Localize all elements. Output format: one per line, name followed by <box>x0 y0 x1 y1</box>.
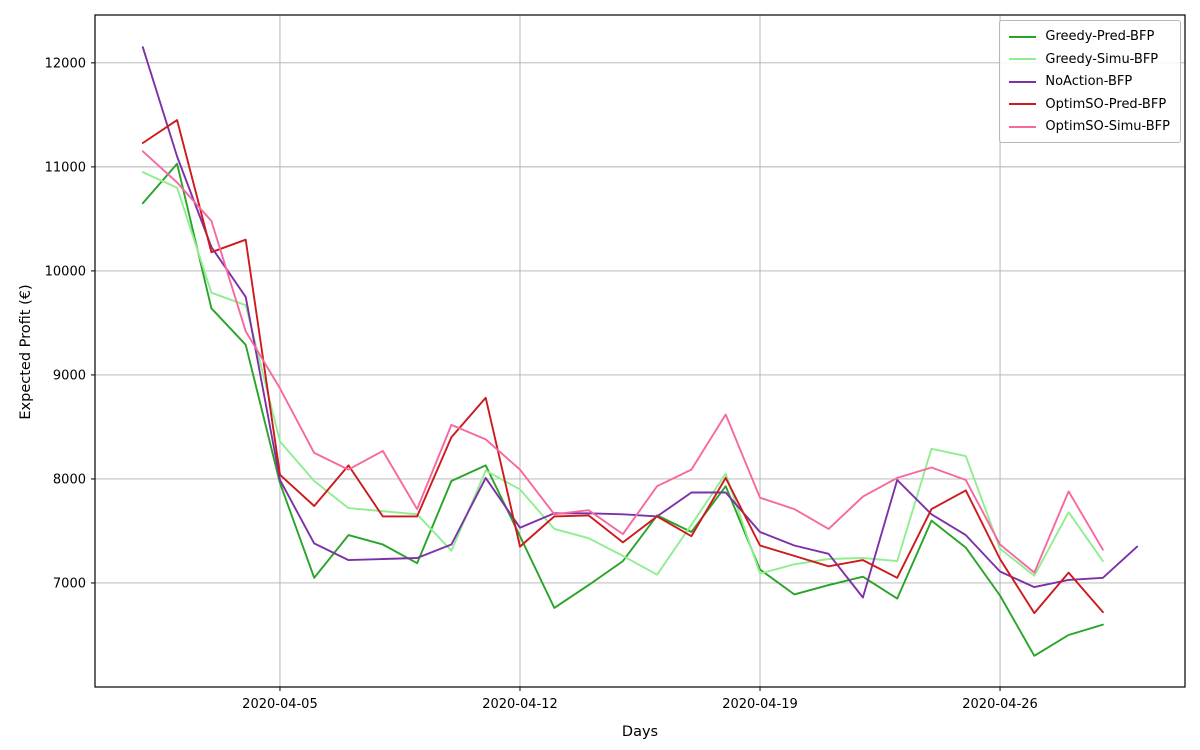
series-line-noaction-bfp <box>141 46 1139 599</box>
y-tick-label: 12000 <box>45 56 86 71</box>
x-tick-label: 2020-04-26 <box>962 697 1038 712</box>
y-tick-label: 9000 <box>53 368 86 383</box>
series-line-greedy-simu-bfp <box>141 171 1104 577</box>
x-tick-label: 2020-04-05 <box>242 697 318 712</box>
plot-border <box>94 14 1186 688</box>
legend: Greedy-Pred-BFP Greedy-Simu-BFP NoAction-B… <box>999 20 1181 143</box>
x-axis-label: Days <box>621 724 659 740</box>
y-axis-label: Expected Profit (€) <box>18 284 34 420</box>
y-tick-label: 8000 <box>53 472 86 487</box>
legend-item-label: Greedy-Simu-BFP <box>1045 51 1159 67</box>
legend-item-noaction-bfp: NoAction-BFP <box>1009 73 1170 90</box>
y-tick-label: 7000 <box>53 576 86 591</box>
legend-item-label: OptimSO-Pred-BFP <box>1045 96 1167 112</box>
series-line-greedy-pred-bfp <box>141 162 1104 657</box>
legend-line-swatch <box>1009 103 1037 105</box>
y-tick-label: 10000 <box>45 264 86 279</box>
legend-line-swatch <box>1009 35 1037 38</box>
legend-item-label: OptimSO-Simu-BFP <box>1045 119 1170 134</box>
series-line-optimso-simu-bfp <box>141 150 1104 574</box>
legend-line-swatch <box>1009 125 1037 128</box>
legend-line-swatch <box>1009 80 1037 83</box>
x-tick-label: 2020-04-12 <box>482 697 558 712</box>
y-tick-label: 11000 <box>45 160 86 175</box>
legend-line-swatch <box>1009 58 1037 60</box>
x-tick-label: 2020-04-19 <box>722 697 798 712</box>
legend-item-optimso-pred-bfp: OptimSO-Pred-BFP <box>1009 96 1170 113</box>
legend-item-optimso-simu-bfp: OptimSO-Simu-BFP <box>1009 118 1170 135</box>
legend-item-label: NoAction-BFP <box>1045 74 1133 89</box>
series-line-optimso-pred-bfp <box>141 119 1104 615</box>
legend-item-label: Greedy-Pred-BFP <box>1045 29 1155 44</box>
legend-item-greedy-pred-bfp: Greedy-Pred-BFP <box>1009 28 1170 45</box>
legend-item-greedy-simu-bfp: Greedy-Simu-BFP <box>1009 51 1170 68</box>
